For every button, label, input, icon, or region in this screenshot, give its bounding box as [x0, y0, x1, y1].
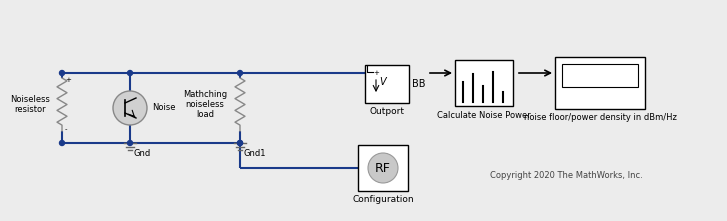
Text: -: -	[65, 126, 68, 132]
Text: Mathching
noiseless
load: Mathching noiseless load	[183, 90, 227, 119]
Text: Copyright 2020 The MathWorks, Inc.: Copyright 2020 The MathWorks, Inc.	[490, 171, 643, 181]
Circle shape	[238, 141, 243, 145]
Text: Gnd1: Gnd1	[244, 149, 267, 158]
Circle shape	[60, 70, 65, 76]
Text: V: V	[379, 77, 385, 87]
Bar	[455, 60, 513, 106]
Text: Noise: Noise	[152, 103, 175, 112]
Circle shape	[368, 153, 398, 183]
Text: Calculate Noise Power: Calculate Noise Power	[437, 110, 531, 120]
Text: BB: BB	[412, 79, 425, 89]
Text: Gnd: Gnd	[134, 149, 151, 158]
Circle shape	[127, 70, 132, 76]
Text: Noiseless
resistor: Noiseless resistor	[10, 95, 50, 114]
Circle shape	[113, 91, 147, 125]
Circle shape	[238, 70, 243, 76]
Circle shape	[60, 141, 65, 145]
Text: RF: RF	[375, 162, 391, 175]
Bar	[358, 145, 408, 191]
Text: Configuration: Configuration	[352, 196, 414, 204]
Text: noise floor/power density in dBm/Hz: noise floor/power density in dBm/Hz	[523, 114, 676, 122]
Bar	[562, 64, 638, 87]
Bar	[365, 65, 409, 103]
Bar	[555, 57, 645, 109]
Text: Outport: Outport	[369, 107, 404, 116]
Text: +: +	[373, 70, 379, 76]
Circle shape	[238, 141, 243, 145]
Text: +: +	[65, 77, 71, 83]
Circle shape	[127, 141, 132, 145]
